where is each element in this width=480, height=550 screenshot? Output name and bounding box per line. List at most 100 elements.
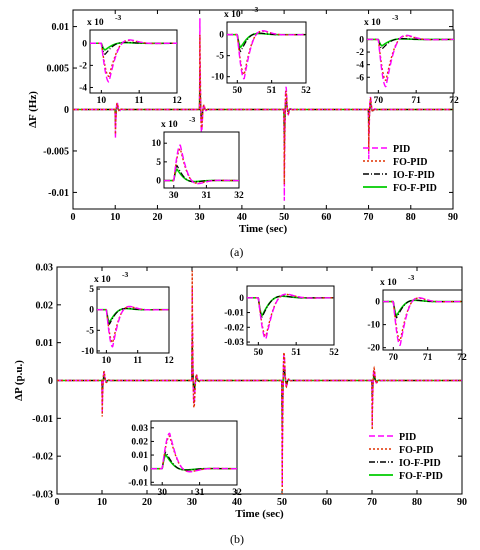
inset-y-tick-label: -10 — [211, 73, 224, 83]
inset-series-pid — [367, 34, 454, 88]
inset-x-tick-label: 11 — [135, 96, 144, 106]
inset-series-io-f-pid — [383, 299, 462, 319]
inset-x-tick-label: 31 — [195, 488, 205, 498]
inset-x-tick-label: 50 — [254, 348, 264, 358]
x-tick-label: 30 — [187, 497, 197, 508]
x-tick-label: 20 — [152, 212, 162, 223]
inset-x-tick-label: 32 — [232, 488, 242, 498]
inset-x-tick-label: 71 — [411, 96, 421, 106]
y-tick-label: -0.03 — [32, 490, 53, 501]
inset-2: 50 51 52 -10 -5 0 x 10 -3 — [211, 5, 311, 96]
inset-x-tick-label: 31 — [202, 191, 212, 201]
legend-label-fo-f-pid: FO-F-PID — [399, 471, 443, 482]
inset-y-tick-label: 0.03 — [131, 424, 148, 434]
inset-y-tick-label: -6 — [356, 73, 364, 83]
x-axis-label: Time (sec) — [235, 508, 284, 520]
series-line-fo-pid — [73, 34, 453, 185]
legend-label-fo-pid: FO-PID — [399, 445, 433, 456]
inset-exponent-power: -3 — [392, 13, 398, 22]
inset-x-tick-label: 10 — [102, 356, 112, 366]
inset-series-pid — [164, 144, 239, 185]
series-line-fo-pid — [57, 270, 462, 495]
legend-label-pid: PID — [399, 432, 416, 443]
x-tick-label: 40 — [237, 212, 247, 223]
legend-label-fo-f-pid: FO-F-PID — [393, 183, 437, 194]
inset-y-tick-label: -20 — [367, 344, 380, 354]
inset-x-tick-label: 12 — [164, 356, 174, 366]
inset-3: 70 71 72 -20 -10 0x 10 -3 — [367, 273, 467, 363]
legend-label-io-f-pid: IO-F-PID — [393, 170, 435, 181]
y-tick-label: -0.01 — [48, 188, 69, 199]
inset-y-tick-label: -4 — [79, 83, 87, 93]
y-tick-label: 0.02 — [36, 300, 54, 311]
inset-exponent: x 10 — [161, 120, 178, 130]
y-tick-label: 0 — [64, 105, 69, 116]
inset-4: 30 31 32 -0.01 0 0.01 0.02 0.03 — [128, 420, 242, 498]
inset-y-tick-label: -0.01 — [128, 478, 148, 488]
inset-y-tick-label: 0 — [359, 35, 364, 45]
inset-x-tick-label: 30 — [157, 488, 167, 498]
caption-b: (b) — [230, 532, 244, 546]
y-tick-label: 0 — [48, 376, 53, 387]
inset-y-tick-label: -5 — [216, 52, 224, 62]
inset-series-io-f-pid — [247, 295, 334, 318]
inset-series-pid — [90, 39, 177, 83]
x-tick-label: 60 — [321, 212, 331, 223]
inset-x-tick-label: 30 — [169, 191, 179, 201]
x-tick-label: 50 — [277, 497, 287, 508]
inset-x-tick-label: 12 — [172, 96, 182, 106]
inset-1: 10 11 12 -4 -2 0 x 10 -3 — [79, 13, 182, 106]
inset-x-tick-label: 51 — [267, 86, 277, 96]
inset-y-tick-label: -4 — [356, 61, 364, 71]
y-tick-label: 0.01 — [36, 338, 54, 349]
inset-exponent: x 10 — [364, 18, 381, 28]
inset-x-tick-label: 52 — [329, 348, 339, 358]
caption-a: (a) — [230, 245, 244, 259]
inset-y-tick-label: 0 — [89, 306, 94, 316]
inset-y-tick-label: -2 — [356, 48, 364, 58]
inset-series-pid — [383, 297, 462, 347]
y-tick-label: -0.01 — [32, 414, 53, 425]
inset-y-tick-label: -5 — [86, 326, 94, 336]
inset-y-tick-label: -10 — [81, 347, 94, 357]
inset-series-pid — [227, 30, 306, 80]
inset-series-pid — [247, 293, 334, 340]
inset-exponent-power: -3 — [115, 13, 121, 22]
inset-x-tick-label: 71 — [423, 353, 433, 363]
x-tick-label: 40 — [232, 497, 242, 508]
inset-exponent-power: -3 — [252, 5, 258, 14]
inset-exponent-power: -3 — [122, 270, 128, 279]
legend-label-fo-pid: FO-PID — [393, 157, 427, 168]
x-tick-label: 70 — [367, 497, 377, 508]
inset-x-tick-label: 52 — [301, 86, 311, 96]
inset-4: 30 31 32 0 5 10 x 10 -3 — [152, 115, 245, 201]
inset-y-tick-label: 0 — [156, 177, 161, 187]
inset-y-tick-label: -10 — [367, 321, 380, 331]
y-tick-label: -0.02 — [32, 452, 53, 463]
x-tick-label: 50 — [279, 212, 289, 223]
inset-x-tick-label: 51 — [291, 348, 301, 358]
inset-frame — [163, 131, 240, 189]
chart-b: 0 10 20 30 40 50 60 70 80 90-0.03-0.02-0.0100.010… — [13, 263, 467, 521]
inset-x-tick-label: 72 — [457, 353, 467, 363]
x-tick-label: 0 — [71, 212, 76, 223]
inset-series-io-f-pid — [90, 41, 177, 56]
inset-y-tick-label: 5 — [156, 158, 161, 168]
inset-exponent-power: -3 — [408, 273, 414, 282]
x-tick-label: 90 — [448, 212, 458, 223]
x-axis-label: Time (sec) — [239, 223, 288, 235]
legend-label-pid: PID — [393, 144, 410, 155]
y-tick-label: 0.03 — [36, 263, 54, 274]
inset-y-tick-label: 0 — [375, 298, 380, 308]
inset-exponent: x 10 — [380, 278, 397, 288]
inset-2: 50 51 52 -0.03 -0.02 -0.01 0 — [224, 285, 339, 358]
x-tick-label: 60 — [322, 497, 332, 508]
x-tick-label: 70 — [364, 212, 374, 223]
inset-x-tick-label: 32 — [234, 191, 244, 201]
y-axis-label: ΔP (p.u.) — [13, 360, 25, 401]
x-tick-label: 80 — [406, 212, 416, 223]
inset-1: 10 11 12 -10 -5 0 5x 10 -3 — [81, 270, 174, 366]
inset-y-tick-label: 10 — [152, 139, 162, 149]
inset-y-tick-label: 0 — [143, 465, 148, 475]
legend: PID FO-PID IO-F-PID FO-F-PID — [369, 432, 443, 482]
